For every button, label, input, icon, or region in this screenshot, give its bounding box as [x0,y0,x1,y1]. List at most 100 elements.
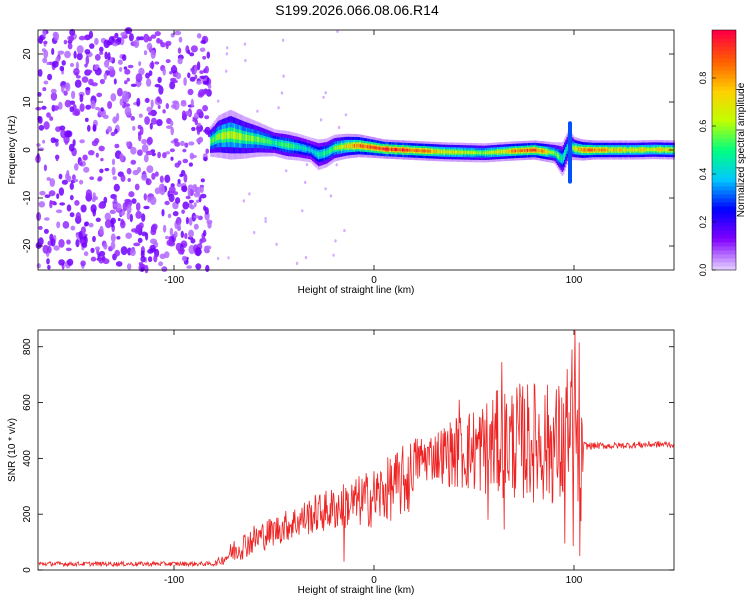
spectrogram-noise-cell [282,74,285,78]
colorbar-step [712,130,736,135]
spectrogram-ridge-cell [615,148,618,152]
spectrogram-noise-cell [141,231,148,237]
colorbar-step [712,74,736,79]
spectrogram-ridge-cell [262,138,265,143]
spectrogram-noise-cell [146,165,154,174]
spectrogram-noise-cell [80,226,86,234]
spectrogram-ridge-cell [488,151,490,155]
spectrogram-noise-cell [150,34,157,39]
spectrogram-noise-cell [103,72,108,81]
spectrogram-ridge-cell [555,152,558,157]
spectrogram-ridge-cell [466,151,469,154]
spectrogram-noise-cell [149,196,157,206]
spectrogram-ridge-cell [514,149,517,153]
spectrogram-ridge-cell [256,136,259,142]
spectrogram-noise-cell [277,106,280,110]
spectrogram-noise-cell [248,192,251,196]
spectrogram-ridge-cell [351,144,354,148]
spectrogram-ridge-cell [429,149,432,153]
spectrogram-ridge-cell [532,148,535,152]
spectrogram-ridge-cell [595,148,597,152]
spectrogram-noise-cell [64,130,72,138]
spectrogram-noise-cell [144,98,150,103]
spectrogram-ridge-cell [237,132,240,140]
spectrogram-noise-cell [122,54,127,61]
spectrogram-noise-cell [177,222,181,231]
colorbar-step [712,58,736,63]
spectrogram-ridge-cell [552,151,554,155]
spectrogram-ridge-cell [558,154,560,159]
spectrogram-noise-cell [84,49,91,55]
spectrogram-ridge-cell [499,150,501,154]
spectrogram-noise-cell [304,180,307,184]
spectrogram-noise-cell [83,251,89,257]
spectrogram-noise-cell [182,158,189,164]
spectrogram-ridge-cell [255,136,258,142]
colorbar-step [712,154,736,159]
spectrogram-noise-cell [156,96,161,103]
spectrogram-ridge-cell [390,147,392,151]
spectrogram-noise-cell [58,239,65,248]
snr-x-tick-label: 100 [566,575,583,586]
spectrogram-noise-cell [128,33,134,42]
spectrogram-noise-cell [46,177,51,181]
spectrogram-ridge-cell [302,146,304,151]
spectrogram-noise-cell [244,58,247,63]
spectrogram-noise-cell [102,258,110,265]
spectrogram-noise-cell [52,60,59,68]
spectrogram-ridge-cell [404,148,406,152]
spectrogram-ridge-cell [540,149,542,153]
spectrogram-noise-cell [185,216,189,225]
spectrogram-ridge-cell [277,141,279,146]
spectrogram-ridge-cell [396,148,398,152]
chart-title: S199.2026.066.08.06.R14 [275,2,439,18]
spectrogram-noise-cell [199,238,203,245]
spectrogram-noise-cell [143,33,150,43]
spectrogram-y-tick-label: 20 [22,48,33,60]
spectrogram-ridge-cell [478,151,481,155]
spectrogram-ridge-cell [260,137,262,143]
colorbar-step [712,194,736,199]
spectrogram-noise-cell [332,253,335,257]
spectrogram-noise-cell [58,259,65,266]
spectrogram-ridge-cell [502,150,505,154]
spectrogram-noise-cell [184,232,188,239]
spectrogram-ridge-cell [366,145,368,149]
spectrogram-ridge-cell [562,155,565,161]
spectrogram-noise-cell [78,35,86,41]
spectrogram-noise-cell [114,128,118,135]
spectrogram-noise-cell [154,171,159,177]
spectrogram-ridge-cell [631,148,633,152]
spectrogram-noise-cell [64,99,72,108]
spectrogram-ridge-cell [276,141,278,146]
spectrogram-ridge-cell [468,151,470,154]
spectrogram-ridge-cell [321,151,324,157]
spectrogram-noise-cell [66,204,72,212]
spectrogram-ridge-cell [254,136,256,142]
spectrogram-ridge-cell [391,147,393,151]
spectrogram-noise-cell [140,255,146,263]
spectrogram-ridge-cell [333,146,336,151]
spectrogram-noise-cell [141,144,149,153]
colorbar-step [712,178,736,183]
colorbar-step [712,198,736,203]
spectrogram-noise-cell [43,80,49,85]
spectrogram-ridge-cell [522,149,524,153]
spectrogram-noise-cell [139,36,145,41]
spectrogram-ridge-cell [561,156,564,162]
spectrogram-noise-cell [173,138,179,143]
spectrogram-noise-cell [162,267,166,272]
spectrogram-ridge-cell [349,144,351,148]
colorbar-step [712,254,736,259]
spectrogram-noise-cell [180,101,187,107]
spectrogram-noise-cell [108,36,115,45]
snr-plot-frame [37,329,675,571]
spectrogram-noise-cell [162,152,167,159]
spectrogram-noise-cell [191,126,196,132]
spectrogram-ridge-cell [271,140,273,145]
colorbar-step [712,262,736,267]
spectrogram-ridge-cell [554,151,556,155]
colorbar-step [712,90,736,95]
spectrogram-ridge-cell [477,151,480,155]
spectrogram-noise-cell [172,79,178,84]
